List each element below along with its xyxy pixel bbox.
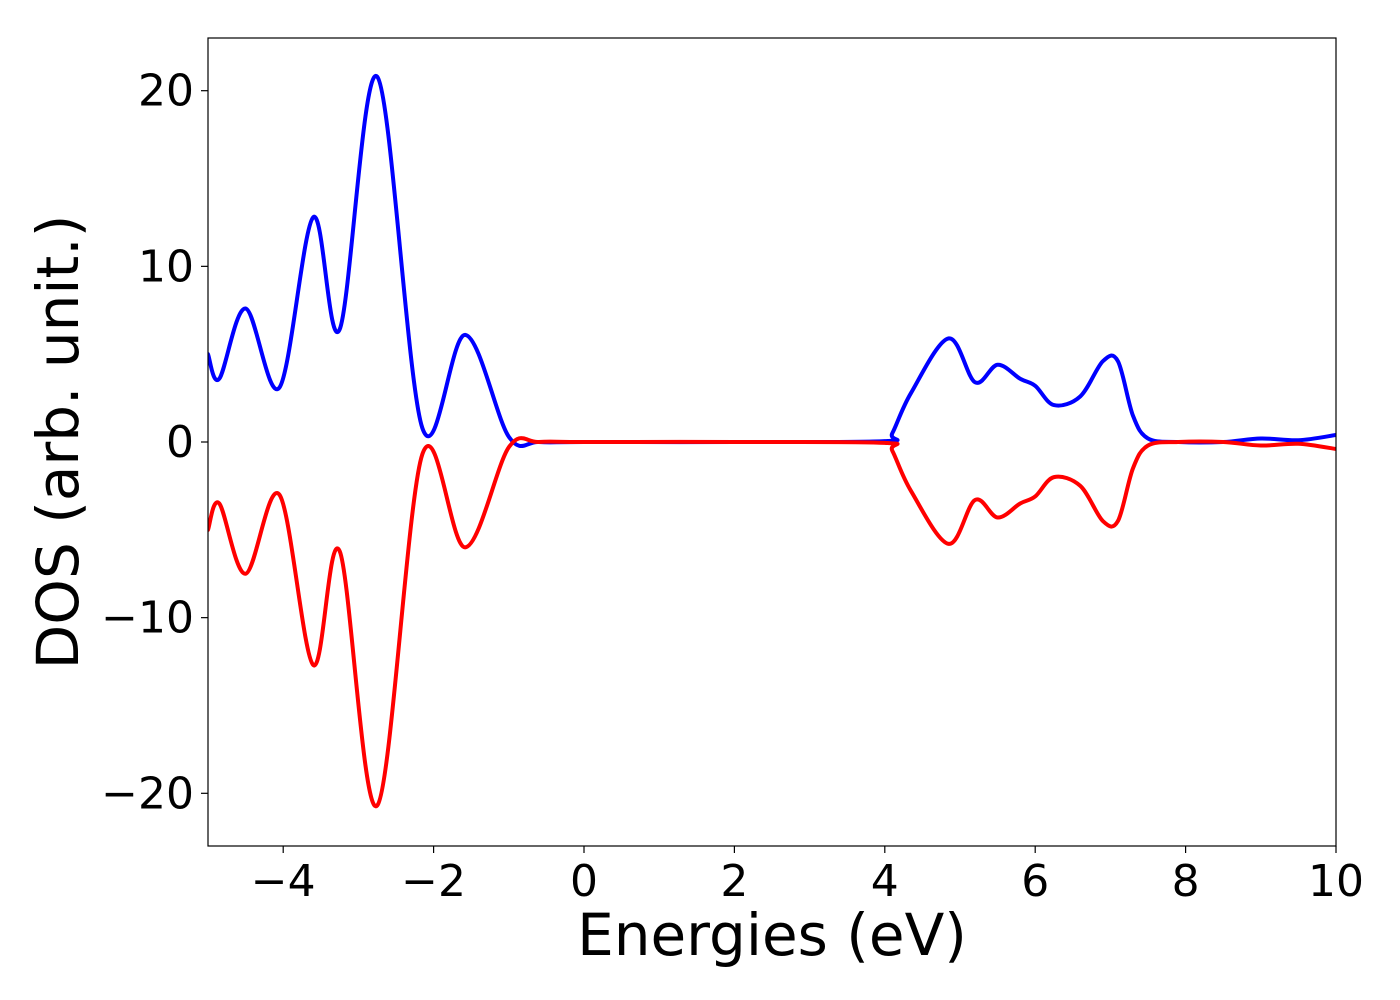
series-layer — [208, 74, 1336, 808]
x-tick-label: 4 — [871, 856, 899, 907]
series-line-lower — [208, 436, 1336, 808]
y-tick-label: 20 — [138, 66, 194, 117]
y-axis-label: DOS (arb. unit.) — [24, 215, 92, 670]
x-tick-label: 6 — [1021, 856, 1049, 907]
plot-frame — [207, 37, 1337, 847]
y-tick-label: 0 — [166, 417, 194, 468]
x-tick-label: −2 — [401, 856, 466, 907]
x-axis-label: Energies (eV) — [577, 901, 967, 969]
x-tick-label: −4 — [251, 856, 316, 907]
x-tick-label: 0 — [570, 856, 598, 907]
y-tick-label: 10 — [138, 241, 194, 292]
x-tick-label: 8 — [1172, 856, 1200, 907]
x-tick-label: 10 — [1308, 856, 1364, 907]
y-tick-label: −10 — [101, 593, 194, 644]
y-tick-label: −20 — [101, 768, 194, 819]
x-tick-label: 2 — [720, 856, 748, 907]
